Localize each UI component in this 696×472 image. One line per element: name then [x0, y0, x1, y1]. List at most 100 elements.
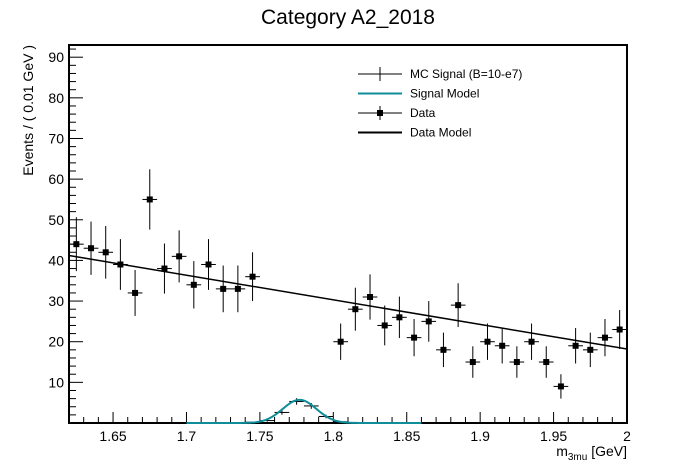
data-point	[245, 252, 260, 302]
x-tick-label: 1.7	[177, 428, 197, 444]
x-tick-label: 1.85	[393, 428, 420, 444]
legend-entry: MC Signal (B=10-e7)	[358, 67, 522, 81]
y-tick-label: 50	[48, 212, 64, 228]
data-point-marker	[190, 281, 197, 288]
x-axis-label-main: m	[556, 443, 568, 459]
data-point	[465, 346, 481, 378]
data-point	[201, 239, 216, 290]
data-point-marker	[543, 359, 550, 366]
data-point-marker	[249, 273, 256, 280]
plot-frame	[68, 44, 628, 424]
x-tick-label: 1.9	[470, 428, 490, 444]
data-point-marker	[396, 314, 403, 321]
y-axis-label: Events / ( 0.01 GeV )	[20, 45, 36, 176]
data-point	[348, 287, 363, 331]
data-model-line	[68, 254, 628, 350]
data-point	[612, 310, 627, 350]
data-point	[509, 346, 525, 378]
x-axis-label-sub: 3mu	[568, 452, 587, 463]
data-point-marker	[455, 302, 462, 309]
x-tick-label: 1.8	[324, 428, 344, 444]
data-point	[406, 319, 422, 357]
legend-label: MC Signal (B=10-e7)	[410, 67, 522, 81]
y-tick-label: 30	[48, 293, 64, 309]
data-point-marker	[337, 338, 344, 345]
y-tick-label: 40	[48, 252, 64, 268]
x-tick-label: 1.95	[540, 428, 567, 444]
data-point	[480, 323, 495, 360]
y-tick-label: 70	[48, 130, 64, 146]
y-tick-label: 60	[48, 171, 64, 187]
data-point-marker	[425, 318, 432, 325]
legend-swatch-marker	[377, 110, 383, 116]
data-point-marker	[176, 253, 183, 260]
data-point-marker	[161, 265, 168, 272]
data-point	[392, 296, 407, 339]
legend-label: Data	[410, 106, 436, 120]
data-point	[421, 301, 437, 342]
data-point	[362, 274, 378, 320]
legend: MC Signal (B=10-e7) Signal Model Data Data …	[358, 67, 522, 140]
data-point	[568, 328, 583, 364]
data-point	[83, 221, 99, 275]
data-point	[157, 243, 172, 294]
data-point-marker	[616, 326, 623, 333]
data-point-marker	[220, 285, 227, 292]
data-point	[553, 374, 569, 399]
data-point-marker	[411, 334, 418, 341]
legend-entry: Data	[358, 106, 436, 120]
data-point	[171, 230, 187, 283]
axis-ticks	[68, 48, 628, 423]
y-tick-label: 90	[48, 49, 64, 65]
data-point-marker	[587, 346, 594, 353]
signal-model-curve	[186, 398, 422, 424]
data-point	[524, 323, 539, 360]
x-tick-label: 2	[623, 428, 631, 444]
data-point	[450, 283, 466, 328]
y-tick-labels: 10 20 30 40 50 60 70 80 90	[48, 49, 64, 390]
data-point	[538, 346, 554, 378]
legend-entry: Data Model	[358, 126, 471, 140]
y-tick-label: 20	[48, 334, 64, 350]
data-point	[333, 323, 348, 360]
data-point	[436, 332, 451, 368]
y-tick-label: 10	[48, 374, 64, 390]
legend-label: Data Model	[410, 126, 471, 140]
data-point-marker	[73, 241, 80, 248]
x-tick-label: 1.75	[246, 428, 273, 444]
data-point-marker	[499, 342, 506, 349]
data-point	[494, 328, 510, 364]
data-point-marker	[234, 285, 241, 292]
data-point-marker	[484, 338, 491, 345]
data-point	[230, 265, 246, 313]
legend-entry: Signal Model	[358, 87, 479, 101]
data-point	[69, 217, 84, 272]
data-point-marker	[117, 261, 124, 268]
data-point	[597, 319, 613, 357]
data-point-marker	[440, 346, 447, 353]
data-point	[127, 269, 143, 316]
data-point	[215, 265, 231, 313]
x-axis-label: m3mu [GeV]	[556, 443, 627, 463]
x-tick-labels: 1.65 1.7 1.75 1.8 1.85 1.9 1.95 2	[99, 428, 631, 444]
data-point-marker	[132, 289, 139, 296]
data-point-marker	[528, 338, 535, 345]
plot-area	[68, 169, 628, 424]
data-point-marker	[381, 322, 388, 329]
data-point-marker	[601, 334, 608, 341]
data-point	[98, 225, 114, 279]
data-point	[377, 305, 393, 346]
data-point	[142, 169, 158, 230]
x-tick-label: 1.65	[99, 428, 126, 444]
data-point-marker	[557, 383, 564, 390]
data-point-marker	[205, 261, 212, 268]
legend-label: Signal Model	[410, 87, 479, 101]
x-axis-label-unit: [GeV]	[587, 443, 627, 459]
data-point-marker	[513, 359, 520, 366]
y-tick-label: 80	[48, 90, 64, 106]
data-point-marker	[367, 294, 374, 300]
data-point-marker	[572, 342, 579, 349]
data-point-marker	[88, 245, 95, 252]
data-point	[186, 261, 202, 309]
